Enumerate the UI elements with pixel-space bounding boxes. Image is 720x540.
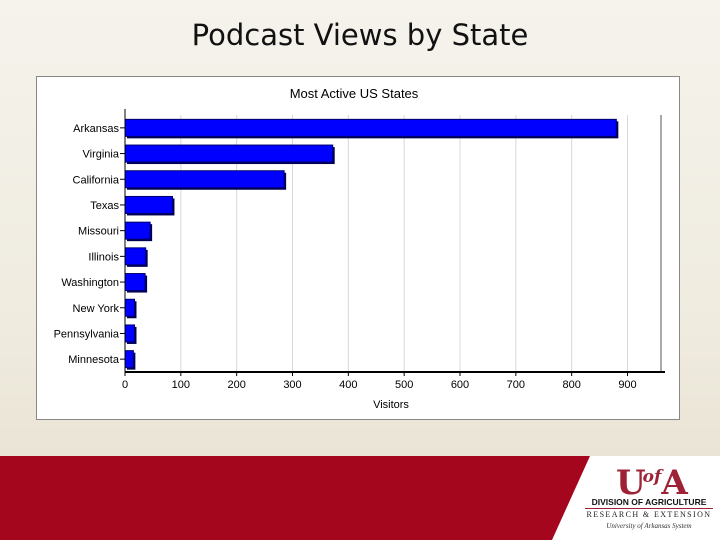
x-tick-label: 0 xyxy=(122,379,128,391)
bar-chart: Most Active US States Visitors 0 100 200 30… xyxy=(54,86,665,411)
category-label: Virginia xyxy=(83,149,120,161)
x-tick-label: 700 xyxy=(507,379,525,391)
x-axis-label: Visitors xyxy=(373,399,409,411)
bars xyxy=(124,118,619,370)
bar xyxy=(124,170,285,189)
x-tick-label: 400 xyxy=(339,379,357,391)
category-label: Minnesota xyxy=(68,354,120,366)
bar xyxy=(124,247,147,266)
bar xyxy=(124,118,617,137)
category-label: Illinois xyxy=(88,251,119,263)
category-label: Texas xyxy=(90,200,119,212)
bar xyxy=(124,221,151,240)
bar xyxy=(124,350,134,369)
bar xyxy=(124,324,135,343)
x-tick-label: 900 xyxy=(618,379,636,391)
x-tick-label: 800 xyxy=(562,379,580,391)
logo-research-text: RESEARCH & EXTENSION xyxy=(586,510,712,519)
category-label: Arkansas xyxy=(73,123,119,135)
bar xyxy=(124,195,173,214)
x-tick-label: 100 xyxy=(172,379,190,391)
chart-frame: Most Active US States Visitors 0 100 200 30… xyxy=(36,76,680,420)
category-label: California xyxy=(73,174,120,186)
category-label: Pennsylvania xyxy=(54,328,120,340)
logo-division-text: DIVISION OF AGRICULTURE xyxy=(591,497,707,507)
x-tick-label: 500 xyxy=(395,379,413,391)
bar xyxy=(124,298,135,317)
bar xyxy=(124,144,334,163)
x-tick-label: 600 xyxy=(451,379,469,391)
bar xyxy=(124,273,146,292)
logo-system-text: University of Arkansas System xyxy=(606,522,692,530)
university-logo-mark: UofA xyxy=(616,463,688,503)
axes: 0 100 200 300 400 500 600 700 800 900 Arkansas Virg… xyxy=(54,109,665,391)
logo-rule xyxy=(585,508,713,509)
slide-title: Podcast Views by State xyxy=(191,18,529,52)
category-label: Missouri xyxy=(78,226,119,238)
category-label: Washington xyxy=(61,277,119,289)
category-label: New York xyxy=(73,303,120,315)
chart-title: Most Active US States xyxy=(290,86,419,101)
x-tick-label: 200 xyxy=(227,379,245,391)
x-tick-label: 300 xyxy=(283,379,301,391)
